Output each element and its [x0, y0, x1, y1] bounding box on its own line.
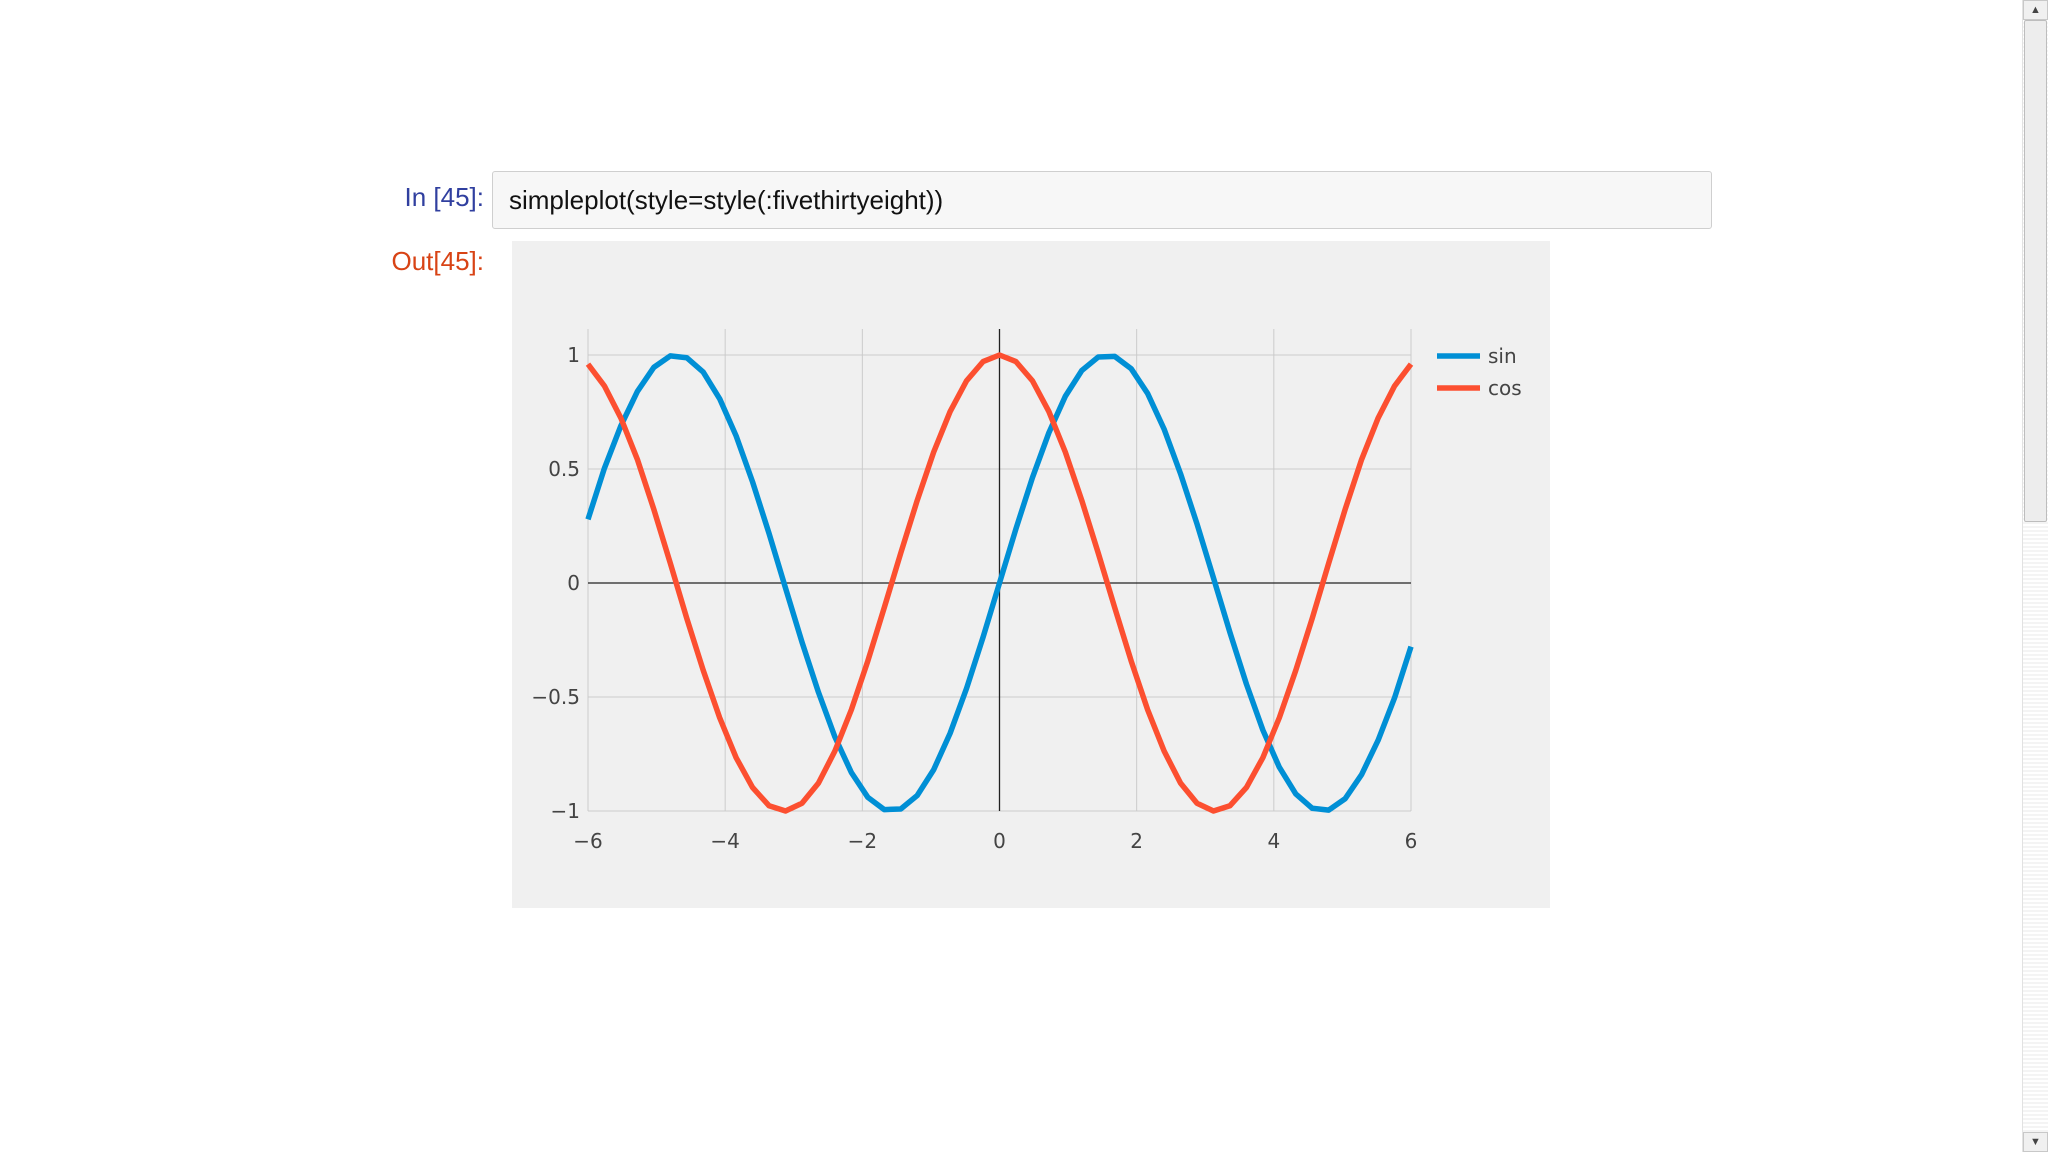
x-tick-label: 2 [1130, 829, 1143, 853]
y-tick-label: 1 [567, 343, 580, 367]
legend: sin cos [1437, 344, 1522, 400]
triangle-up-icon: ▲ [2030, 4, 2041, 16]
x-tick-label: 0 [993, 829, 1006, 853]
code-input-cell[interactable]: simpleplot(style=style(:fivethirtyeight)… [492, 171, 1712, 229]
zero-axes [588, 329, 1411, 811]
legend-label-sin: sin [1488, 344, 1517, 368]
scroll-down-button[interactable]: ▼ [2023, 1132, 2048, 1152]
notebook-output-prompt: Out[45]: [391, 246, 485, 276]
series-lines [585, 352, 1414, 814]
scroll-up-button[interactable]: ▲ [2023, 0, 2048, 20]
plot-output-area: −6 −4 −2 0 2 4 6 1 0.5 0 −0.5 −1 sin cos [512, 241, 1550, 908]
line-chart: −6 −4 −2 0 2 4 6 1 0.5 0 −0.5 −1 sin cos [531, 329, 1522, 853]
scroll-thumb[interactable] [2024, 20, 2047, 522]
series-line-cos [585, 352, 1414, 814]
notebook-input-prompt: In [45]: [404, 182, 485, 212]
x-tick-label: 4 [1267, 829, 1280, 853]
y-tick-label: 0 [567, 571, 580, 595]
code-text[interactable]: simpleplot(style=style(:fivethirtyeight)… [509, 185, 944, 215]
x-tick-label: 6 [1405, 829, 1418, 853]
vertical-scrollbar[interactable]: ▲ ▼ [2022, 0, 2048, 1152]
series-line-sin [585, 353, 1414, 813]
x-tick-label: −6 [573, 829, 602, 853]
x-tick-label: −2 [848, 829, 877, 853]
tick-labels: −6 −4 −2 0 2 4 6 1 0.5 0 −0.5 −1 [531, 343, 1417, 853]
legend-label-cos: cos [1488, 376, 1522, 400]
y-tick-label: −0.5 [531, 685, 580, 709]
y-tick-label: 0.5 [548, 457, 580, 481]
y-tick-label: −1 [551, 799, 580, 823]
triangle-down-icon: ▼ [2030, 1136, 2041, 1148]
x-tick-label: −4 [710, 829, 739, 853]
